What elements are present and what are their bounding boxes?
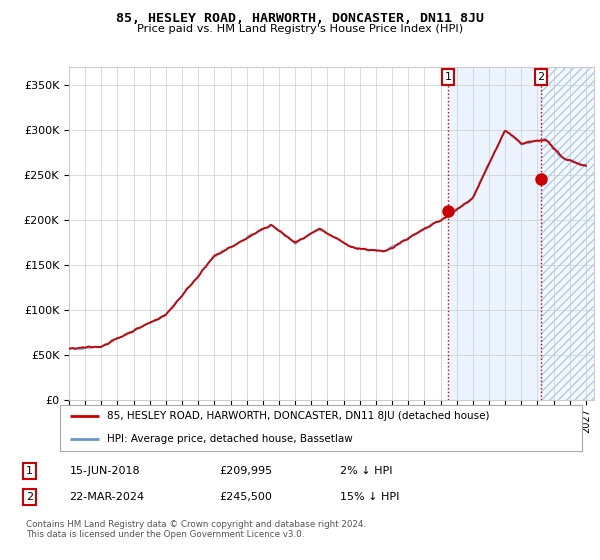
Text: £209,995: £209,995 [220,466,272,476]
Text: 22-MAR-2024: 22-MAR-2024 [70,492,145,502]
Text: 2: 2 [538,72,545,82]
Text: 85, HESLEY ROAD, HARWORTH, DONCASTER, DN11 8JU (detached house): 85, HESLEY ROAD, HARWORTH, DONCASTER, DN… [107,412,490,421]
Text: 2: 2 [26,492,33,502]
Text: £245,500: £245,500 [220,492,272,502]
Text: 15-JUN-2018: 15-JUN-2018 [70,466,140,476]
Text: 2% ↓ HPI: 2% ↓ HPI [340,466,393,476]
Text: 1: 1 [445,72,451,82]
Bar [541,67,600,400]
Bar [541,67,600,400]
Text: 15% ↓ HPI: 15% ↓ HPI [340,492,400,502]
Text: HPI: Average price, detached house, Bassetlaw: HPI: Average price, detached house, Bass… [107,435,353,444]
Text: Price paid vs. HM Land Registry's House Price Index (HPI): Price paid vs. HM Land Registry's House … [137,24,463,34]
Bar [448,67,541,400]
Text: 85, HESLEY ROAD, HARWORTH, DONCASTER, DN11 8JU: 85, HESLEY ROAD, HARWORTH, DONCASTER, DN… [116,12,484,25]
Text: 1: 1 [26,466,33,476]
Text: Contains HM Land Registry data © Crown copyright and database right 2024.
This d: Contains HM Land Registry data © Crown c… [26,520,367,539]
